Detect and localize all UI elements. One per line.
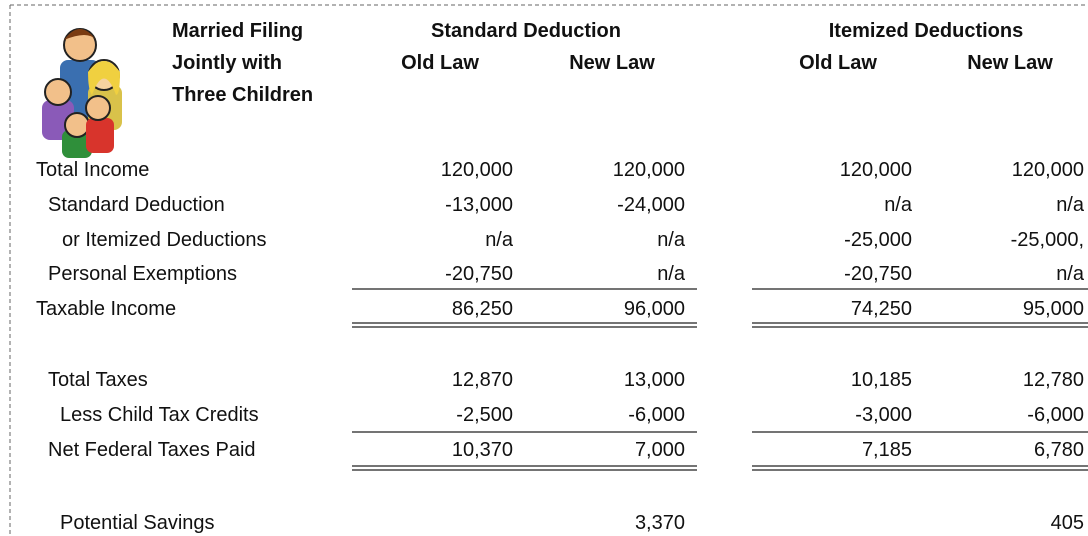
row-label: or Itemized Deductions — [62, 229, 267, 251]
cell-value: 7,185 — [862, 439, 912, 461]
cell-value: 86,250 — [452, 298, 513, 320]
group-title: Standard Deduction — [431, 20, 621, 42]
cell-value: 3,370 — [635, 512, 685, 534]
row-label: Net Federal Taxes Paid — [48, 439, 256, 461]
cell-value: 7,000 — [635, 439, 685, 461]
row-label: Less Child Tax Credits — [60, 404, 259, 426]
row-label: Standard Deduction — [48, 194, 225, 216]
cell-value: n/a — [1056, 263, 1085, 285]
cell-value: -25,000, — [1011, 229, 1084, 251]
cell-value: n/a — [1056, 194, 1085, 216]
cell-value: n/a — [657, 229, 686, 251]
cell-value: -25,000 — [844, 229, 912, 251]
cell-value: -13,000 — [445, 194, 513, 216]
cell-value: -3,000 — [855, 404, 912, 426]
cell-value: 405 — [1051, 512, 1084, 534]
title-line: Jointly with — [172, 52, 282, 74]
cell-value: 120,000 — [1012, 159, 1084, 181]
cell-value: 95,000 — [1023, 298, 1084, 320]
cell-value: 10,185 — [851, 369, 912, 391]
cell-value: 13,000 — [624, 369, 685, 391]
family-clipart — [42, 28, 122, 158]
cell-value: 6,780 — [1034, 439, 1084, 461]
title-line: Three Children — [172, 84, 313, 106]
row-label: Taxable Income — [36, 298, 176, 320]
cell-value: -6,000 — [1027, 404, 1084, 426]
column-header: New Law — [569, 52, 655, 74]
column-header: Old Law — [799, 52, 877, 74]
cell-value: -2,500 — [456, 404, 513, 426]
title-line: Married Filing — [172, 20, 303, 42]
cell-value: n/a — [657, 263, 686, 285]
cell-value: -20,750 — [445, 263, 513, 285]
cell-value: -24,000 — [617, 194, 685, 216]
group-title: Itemized Deductions — [829, 20, 1023, 42]
cell-value: 10,370 — [452, 439, 513, 461]
cell-value: n/a — [485, 229, 514, 251]
cell-value: 12,780 — [1023, 369, 1084, 391]
cell-value: -20,750 — [844, 263, 912, 285]
cell-value: -6,000 — [628, 404, 685, 426]
row-label: Total Income — [36, 159, 149, 181]
cell-value: 120,000 — [840, 159, 912, 181]
cell-value: 12,870 — [452, 369, 513, 391]
cell-value: 120,000 — [613, 159, 685, 181]
cell-value: n/a — [884, 194, 913, 216]
cell-value: 96,000 — [624, 298, 685, 320]
row-label: Personal Exemptions — [48, 263, 237, 285]
row-label: Total Taxes — [48, 369, 148, 391]
cell-value: 120,000 — [441, 159, 513, 181]
cell-value: 74,250 — [851, 298, 912, 320]
column-header: Old Law — [401, 52, 479, 74]
row-label: Potential Savings — [60, 512, 215, 534]
column-header: New Law — [967, 52, 1053, 74]
